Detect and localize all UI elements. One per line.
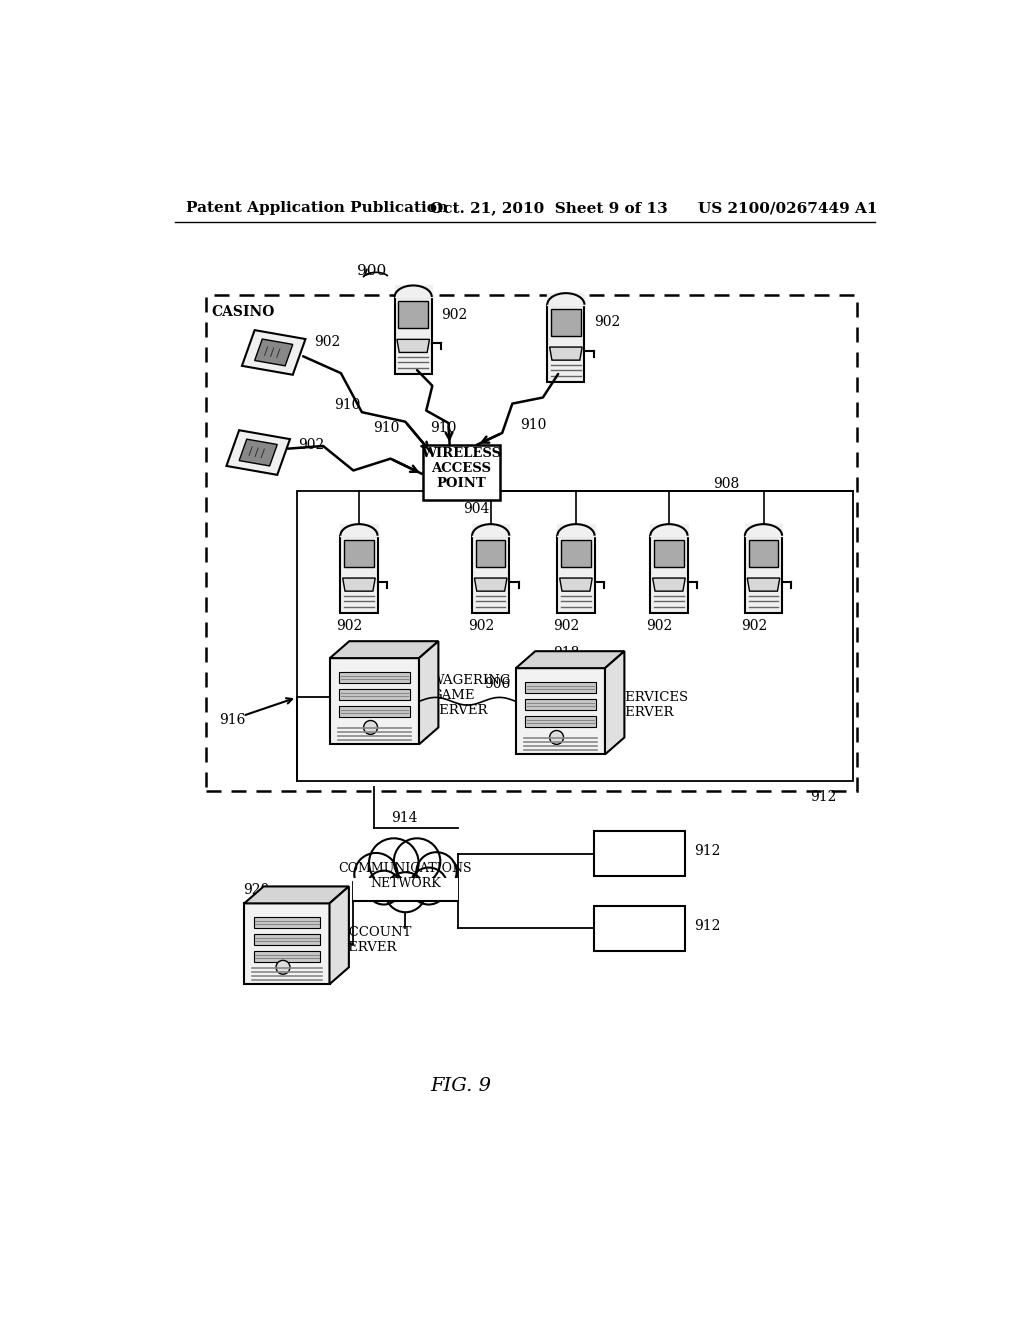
Bar (297, 491, 853, 780)
Text: 902: 902 (337, 619, 362, 632)
Text: 914: 914 (391, 810, 418, 825)
Text: WAGERING
GAME
SERVER: WAGERING GAME SERVER (431, 673, 512, 717)
Text: US 2100/0267449 A1: US 2100/0267449 A1 (697, 202, 878, 215)
Text: 904: 904 (463, 502, 489, 516)
Text: 920: 920 (243, 883, 269, 896)
Text: 902: 902 (441, 308, 467, 322)
Circle shape (385, 873, 426, 912)
Bar (476, 540, 506, 566)
Bar (472, 536, 509, 612)
Text: 908: 908 (713, 477, 739, 491)
Text: 902: 902 (314, 335, 340, 350)
Text: 918: 918 (553, 647, 580, 660)
Polygon shape (605, 651, 625, 755)
Circle shape (410, 867, 447, 904)
Bar (516, 668, 605, 755)
Text: 910: 910 (334, 397, 360, 412)
Bar (594, 832, 685, 876)
Text: 906: 906 (484, 677, 511, 692)
Text: CASINO: CASINO (605, 846, 674, 861)
Text: CASINO: CASINO (605, 921, 674, 936)
Bar (749, 540, 778, 566)
Bar (339, 706, 410, 717)
Bar (344, 540, 374, 566)
Bar (551, 309, 581, 335)
Text: 902: 902 (594, 315, 620, 329)
Bar (547, 305, 585, 381)
Polygon shape (516, 651, 625, 668)
Circle shape (550, 730, 563, 744)
Text: CASINO: CASINO (212, 305, 275, 318)
Polygon shape (652, 578, 685, 591)
Text: COMMUNICATIONS
NETWORK: COMMUNICATIONS NETWORK (339, 862, 472, 890)
Polygon shape (343, 578, 375, 591)
Text: 902: 902 (468, 619, 495, 632)
Text: 910: 910 (430, 421, 457, 434)
Bar (352, 878, 458, 902)
Polygon shape (550, 347, 583, 360)
Text: 902: 902 (646, 619, 673, 632)
Polygon shape (330, 642, 438, 659)
Circle shape (417, 853, 457, 892)
Bar (744, 536, 782, 612)
Polygon shape (242, 330, 305, 375)
Bar (650, 536, 687, 612)
Text: SERVICES
SERVER: SERVICES SERVER (617, 692, 689, 719)
Polygon shape (330, 887, 349, 985)
Text: 912: 912 (693, 919, 720, 933)
Polygon shape (474, 578, 507, 591)
Text: 900: 900 (356, 264, 386, 277)
Text: FIG. 9: FIG. 9 (431, 1077, 492, 1096)
Circle shape (394, 838, 440, 884)
Polygon shape (397, 339, 429, 352)
Bar (423, 445, 500, 500)
Polygon shape (560, 578, 592, 591)
Bar (339, 689, 410, 700)
Text: 902: 902 (741, 619, 767, 632)
Text: 910: 910 (520, 418, 547, 433)
Bar (561, 540, 591, 566)
Text: 910: 910 (373, 421, 399, 434)
Polygon shape (748, 578, 779, 591)
Circle shape (364, 721, 378, 734)
Polygon shape (419, 642, 438, 744)
Bar (254, 935, 321, 945)
Bar (339, 672, 410, 682)
Bar (654, 540, 684, 566)
Bar (525, 715, 596, 726)
Text: 916: 916 (219, 713, 246, 727)
Bar (245, 903, 330, 985)
Bar (525, 700, 596, 710)
Polygon shape (226, 430, 290, 475)
Circle shape (367, 871, 400, 904)
Bar (557, 536, 595, 612)
Bar (594, 906, 685, 950)
Text: WIRELESS
ACCESS
POINT: WIRELESS ACCESS POINT (421, 447, 502, 490)
Circle shape (276, 961, 290, 974)
Text: Patent Application Publication: Patent Application Publication (186, 202, 449, 215)
Text: 912: 912 (693, 845, 720, 858)
Circle shape (354, 853, 397, 896)
Polygon shape (255, 339, 293, 366)
Bar (330, 659, 419, 744)
Text: 912: 912 (810, 791, 837, 804)
Bar (525, 682, 596, 693)
Bar (254, 952, 321, 962)
Bar (254, 917, 321, 928)
Text: ACCOUNT
SERVER: ACCOUNT SERVER (340, 925, 412, 954)
Bar (398, 301, 428, 327)
Text: Oct. 21, 2010  Sheet 9 of 13: Oct. 21, 2010 Sheet 9 of 13 (430, 202, 668, 215)
Polygon shape (240, 440, 278, 466)
Polygon shape (245, 887, 349, 903)
Bar (340, 536, 378, 612)
Bar (206, 296, 856, 792)
Text: 902: 902 (299, 438, 325, 451)
Text: 902: 902 (554, 619, 580, 632)
Circle shape (369, 838, 419, 887)
Bar (394, 297, 432, 374)
